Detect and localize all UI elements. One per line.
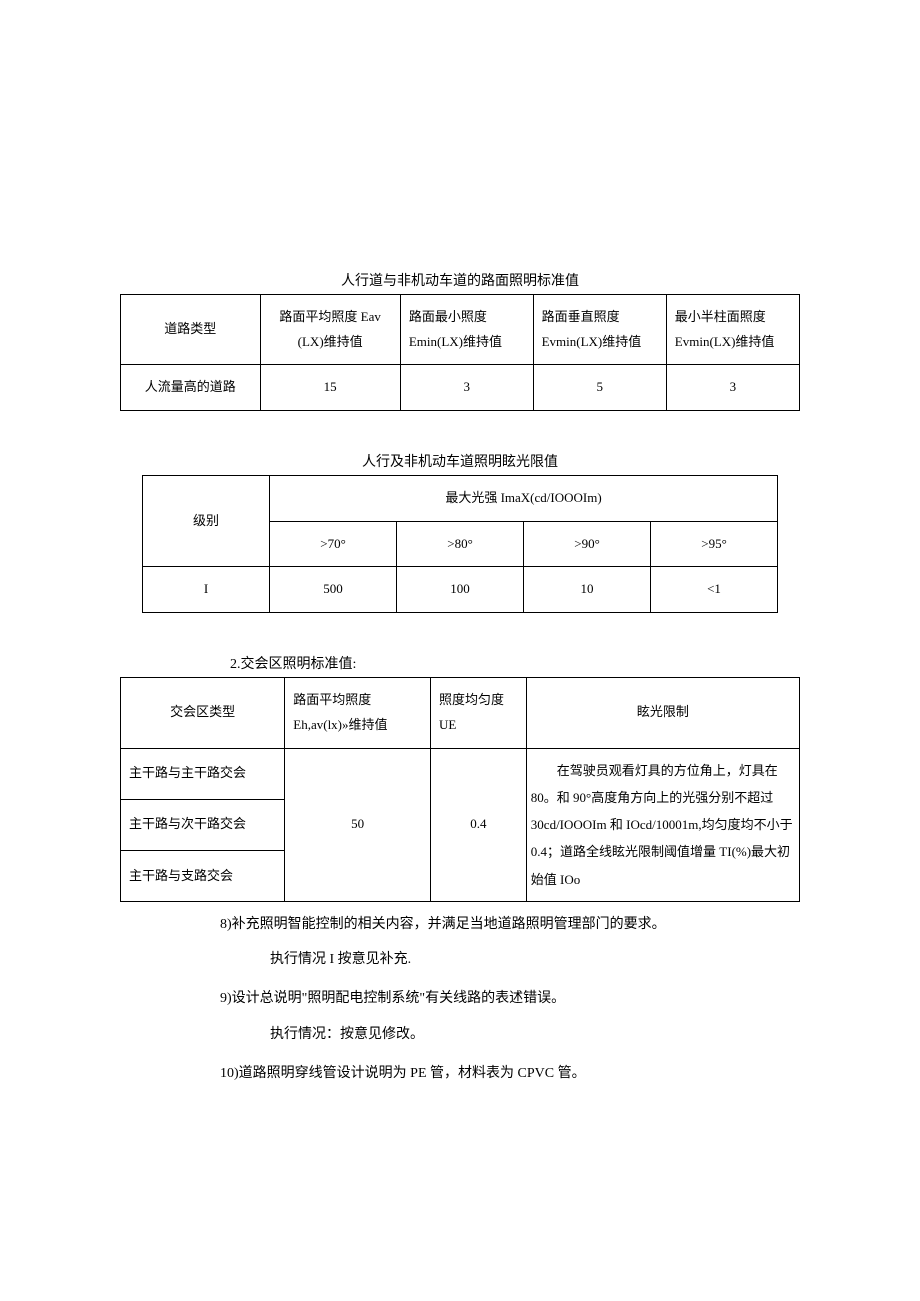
table3-type2: 主干路与支路交会 xyxy=(121,850,285,901)
table2-group-header: 最大光强 ImaX(cd/IOOOIm) xyxy=(270,476,778,522)
table2-sh1: >80° xyxy=(397,521,524,567)
table2-title: 人行及非机动车道照明眩光限值 xyxy=(120,451,800,471)
table1-r0c2: 3 xyxy=(400,365,533,411)
table1-h4: 最小半柱面照度 Evmin(LX)维持值 xyxy=(666,295,799,365)
paragraph-8: 8)补充照明智能控制的相关内容，并满足当地道路照明管理部门的要求。 xyxy=(220,912,800,937)
table-row: 人流量高的道路 15 3 5 3 xyxy=(121,365,800,411)
table1-r0c3: 5 xyxy=(533,365,666,411)
table3: 交会区类型 路面平均照度 Eh,av(lx)»维持值 照度均匀度 UE 眩光限制… xyxy=(120,677,800,902)
table2-r0c3: 10 xyxy=(524,567,651,613)
table3-h1: 路面平均照度 Eh,av(lx)»维持值 xyxy=(285,678,431,748)
table2: 级别 最大光强 ImaX(cd/IOOOIm) >70° >80° >90° >… xyxy=(142,475,778,613)
table1-h3: 路面垂直照度 Evmin(LX)维持值 xyxy=(533,295,666,365)
table-row: I 500 100 10 <1 xyxy=(143,567,778,613)
section3-label: 2.交会区照明标准值: xyxy=(230,653,800,673)
table-row: 交会区类型 路面平均照度 Eh,av(lx)»维持值 照度均匀度 UE 眩光限制 xyxy=(121,678,800,748)
table2-r0c0: I xyxy=(143,567,270,613)
table-row: 道路类型 路面平均照度 Eav (LX)维持值 路面最小照度 Emin(LX)维… xyxy=(121,295,800,365)
table3-note: 在驾驶员观看灯具的方位角上，灯具在 80。和 90°高度角方向上的光强分别不超过… xyxy=(526,748,799,901)
table3-type1: 主干路与次干路交会 xyxy=(121,799,285,850)
table2-r0c4: <1 xyxy=(651,567,778,613)
table3-h2: 照度均匀度 UE xyxy=(431,678,527,748)
paragraph-8-sub: 执行情况 I 按意见补充. xyxy=(270,947,800,972)
table1-r0c1: 15 xyxy=(260,365,400,411)
document-page: 人行道与非机动车道的路面照明标准值 道路类型 路面平均照度 Eav (LX)维持… xyxy=(0,0,920,1196)
table1-h2: 路面最小照度 Emin(LX)维持值 xyxy=(400,295,533,365)
table1-r0c0: 人流量高的道路 xyxy=(121,365,261,411)
table3-type0: 主干路与主干路交会 xyxy=(121,748,285,799)
table3-avg: 50 xyxy=(285,748,431,901)
paragraph-10: 10)道路照明穿线管设计说明为 PE 管，材料表为 CPVC 管。 xyxy=(220,1061,800,1086)
table-row: 主干路与主干路交会 50 0.4 在驾驶员观看灯具的方位角上，灯具在 80。和 … xyxy=(121,748,800,799)
table2-r0c1: 500 xyxy=(270,567,397,613)
table1-h1: 路面平均照度 Eav (LX)维持值 xyxy=(260,295,400,365)
table-row: 级别 最大光强 ImaX(cd/IOOOIm) xyxy=(143,476,778,522)
table3-h0: 交会区类型 xyxy=(121,678,285,748)
table3-h3: 眩光限制 xyxy=(526,678,799,748)
table2-r0c2: 100 xyxy=(397,567,524,613)
paragraph-9: 9)设计总说明"照明配电控制系统"有关线路的表述错误。 xyxy=(220,986,800,1011)
table2-level-header: 级别 xyxy=(143,476,270,567)
table1-h0: 道路类型 xyxy=(121,295,261,365)
table3-ue: 0.4 xyxy=(431,748,527,901)
table2-sh0: >70° xyxy=(270,521,397,567)
table1: 道路类型 路面平均照度 Eav (LX)维持值 路面最小照度 Emin(LX)维… xyxy=(120,294,800,411)
table2-sh2: >90° xyxy=(524,521,651,567)
paragraph-9-sub: 执行情况：按意见修改。 xyxy=(270,1022,800,1047)
table1-r0c4: 3 xyxy=(666,365,799,411)
table1-title: 人行道与非机动车道的路面照明标准值 xyxy=(120,270,800,290)
table2-sh3: >95° xyxy=(651,521,778,567)
